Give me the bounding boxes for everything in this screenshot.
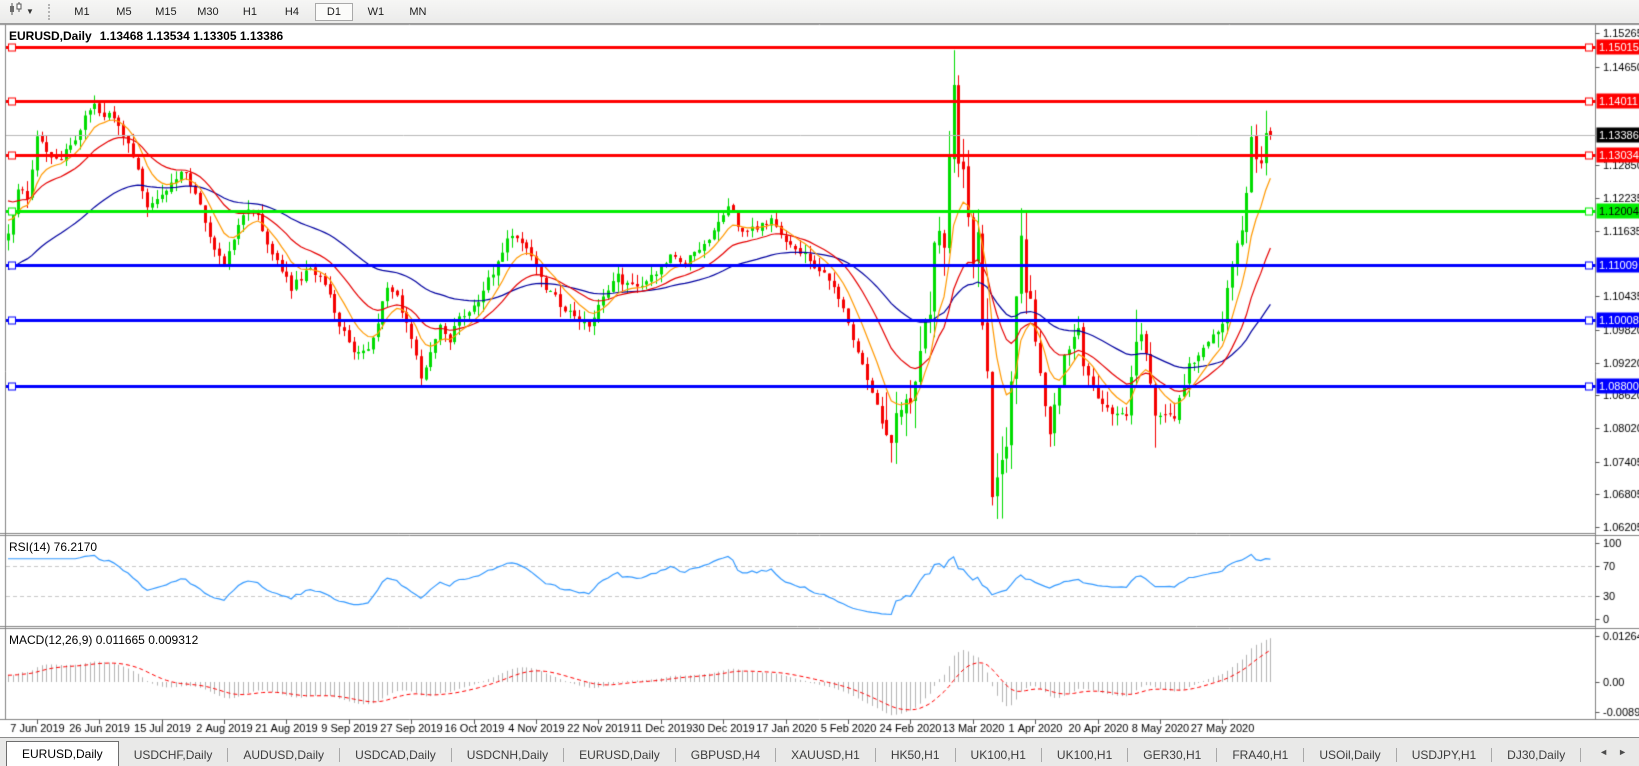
timeframe-button-w1[interactable]: W1 (367, 5, 385, 18)
tab-separator (954, 748, 956, 762)
tab-separator (1127, 748, 1129, 762)
chart-symbol-label: EURUSD,Daily (9, 29, 92, 43)
chart-tab-bar: EURUSD,Daily USDCHF,Daily AUDUSD,Daily USDC… (0, 737, 1639, 766)
timeframe-button-m15[interactable]: M15 (155, 5, 177, 18)
tab-separator (874, 748, 876, 762)
tab-separator (1580, 748, 1582, 762)
tab-separator (1216, 748, 1218, 762)
timeframe-button-mn[interactable]: MN (409, 5, 427, 18)
tab-scroll-arrows: ◄ ► (1587, 738, 1639, 766)
chart-tab-eurusd-daily[interactable]: EURUSD,Daily (6, 741, 119, 766)
chart-tab-usdcad-daily[interactable]: USDCAD,Daily (355, 748, 436, 762)
tab-separator (1303, 748, 1305, 762)
chart-tab-usdcnh-daily[interactable]: USDCNH,Daily (466, 748, 549, 762)
tab-separator (1395, 748, 1397, 762)
chart-tab-hk50-h1[interactable]: HK50,H1 (890, 748, 940, 762)
chart-tab-xauusd-h1[interactable]: XAUUSD,H1 (791, 748, 860, 762)
toolbar: ▼ M1 M5 M15 M30 H1 H4 D1 W1 MN (0, 0, 1639, 24)
chart-tab-usdchf-daily[interactable]: USDCHF,Daily (133, 748, 213, 762)
tab-scroll-right-icon[interactable]: ► (1618, 747, 1627, 757)
tab-separator (1040, 748, 1042, 762)
timeframe-button-group: M1 M5 M15 M30 H1 H4 D1 W1 MN (61, 2, 439, 21)
tab-separator (339, 748, 341, 762)
tab-separator (563, 748, 565, 762)
chart-ohlc-values: 1.13468 1.13534 1.13305 1.13386 (99, 29, 284, 43)
candlestick-chart-icon (9, 2, 24, 21)
chart-tab-eurusd-daily[interactable]: EURUSD,Daily (579, 748, 660, 762)
chart-tab-uk100-h1[interactable]: UK100,H1 (1056, 748, 1113, 762)
tab-separator (775, 748, 777, 762)
timeframe-button-m30[interactable]: M30 (197, 5, 219, 18)
tab-scroll-left-icon[interactable]: ◄ (1599, 747, 1609, 757)
tab-separator (674, 748, 676, 762)
timeframe-button-h4[interactable]: H4 (284, 5, 299, 18)
chart-tab-dj30-daily[interactable]: DJ30,Daily (1507, 748, 1566, 762)
chart-tab-fra40-h1[interactable]: FRA40,H1 (1232, 748, 1289, 762)
macd-label: MACD(12,26,9) 0.011665 0.009312 (9, 633, 199, 647)
tab-separator (450, 748, 452, 762)
chevron-down-icon: ▼ (26, 6, 34, 16)
timeframe-button-m1[interactable]: M1 (74, 5, 90, 18)
timeframe-button-d1[interactable]: D1 (314, 2, 353, 21)
timeframe-button-h1[interactable]: H1 (242, 5, 257, 18)
tab-separator (1491, 748, 1493, 762)
tab-separator (227, 748, 229, 762)
chart-tab-strip: EURUSD,Daily USDCHF,Daily AUDUSD,Daily USDC… (0, 738, 1587, 766)
chart-menu-button[interactable]: ▼ (4, 0, 39, 23)
chart-tab-usdjpy-h1[interactable]: USDJPY,H1 (1411, 748, 1477, 762)
chart-tab-ger30-h1[interactable]: GER30,H1 (1143, 748, 1202, 762)
chart-title: EURUSD,Daily 1.13468 1.13534 1.13305 1.13… (9, 29, 283, 43)
timeframe-button-m5[interactable]: M5 (116, 5, 132, 18)
chart-tab-gbpusd-h4[interactable]: GBPUSD,H4 (690, 748, 761, 762)
chart-tab-usoil-daily[interactable]: USOil,Daily (1319, 748, 1381, 762)
chart-tab-uk100-h1[interactable]: UK100,H1 (970, 748, 1026, 762)
chart-tab-audusd-daily[interactable]: AUDUSD,Daily (243, 748, 325, 762)
toolbar-grip[interactable] (47, 3, 54, 20)
rsi-label: RSI(14) 76.2170 (9, 540, 98, 554)
